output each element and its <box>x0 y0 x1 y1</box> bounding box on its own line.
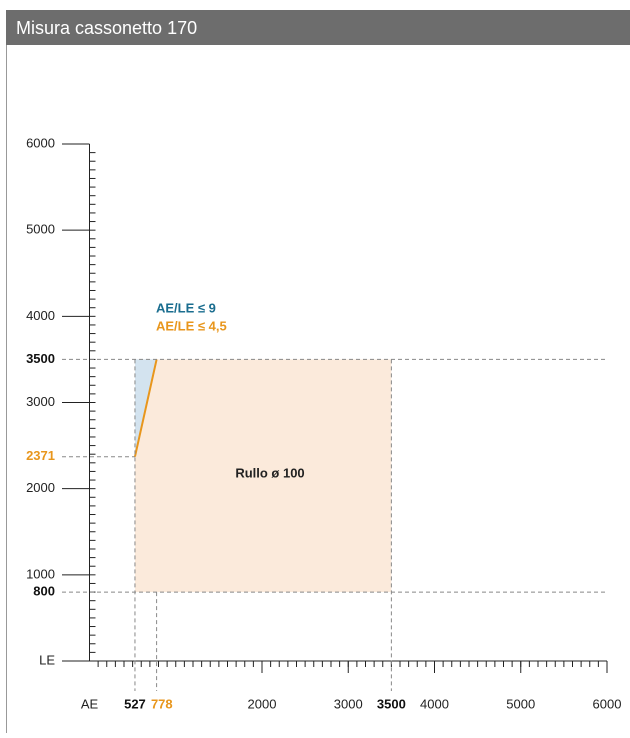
x-mark-label: 527 <box>124 696 146 711</box>
chart-title: Misura cassonetto 170 <box>16 18 197 38</box>
y-tick-label: 2000 <box>26 480 55 495</box>
limit-line <box>133 359 158 457</box>
x-tick-label: 4000 <box>420 696 449 711</box>
y-tick-label: 4000 <box>26 308 55 323</box>
legend-entry: AE/LE ≤ 9 <box>156 300 216 315</box>
region-label: Rullo ø 100 <box>235 465 304 480</box>
x-tick-label: 5000 <box>506 696 535 711</box>
x-tick-label: 3000 <box>334 696 363 711</box>
y-axis-label: LE <box>39 652 55 667</box>
header-bar <box>6 10 630 45</box>
y-tick-label: 1000 <box>26 566 55 581</box>
legend-entry: AE/LE ≤ 4,5 <box>156 318 227 333</box>
region <box>134 359 392 593</box>
y-mark-label: 3500 <box>26 351 55 366</box>
y-mark-label: 800 <box>33 584 55 599</box>
x-mark-label: 778 <box>151 696 173 711</box>
x-axis-label: AE <box>81 696 99 711</box>
y-tick-label: 5000 <box>26 222 55 237</box>
y-mark-label: 2371 <box>26 448 55 463</box>
x-tick-label: 6000 <box>593 696 622 711</box>
y-tick-label: 6000 <box>26 135 55 150</box>
x-mark-label: 3500 <box>377 696 406 711</box>
x-tick-label: 2000 <box>248 696 277 711</box>
y-tick-label: 3000 <box>26 394 55 409</box>
